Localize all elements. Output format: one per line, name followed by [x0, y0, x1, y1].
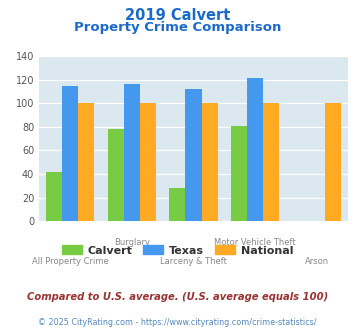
Text: Arson: Arson [305, 257, 329, 266]
Legend: Calvert, Texas, National: Calvert, Texas, National [58, 241, 297, 260]
Bar [247, 79, 263, 221]
Bar [202, 103, 218, 221]
Text: Compared to U.S. average. (U.S. average equals 100): Compared to U.S. average. (U.S. average … [27, 292, 328, 302]
Bar [124, 84, 140, 221]
Bar [185, 89, 202, 221]
Bar [46, 172, 62, 221]
Text: Burglary: Burglary [114, 238, 150, 247]
Bar [78, 103, 94, 221]
Bar [325, 103, 341, 221]
Bar [140, 103, 156, 221]
Text: Motor Vehicle Theft: Motor Vehicle Theft [214, 238, 296, 247]
Text: Property Crime Comparison: Property Crime Comparison [74, 21, 281, 34]
Bar [263, 103, 279, 221]
Text: 2019 Calvert: 2019 Calvert [125, 8, 230, 23]
Bar [231, 126, 247, 221]
Text: All Property Crime: All Property Crime [32, 257, 108, 266]
Bar [108, 129, 124, 221]
Bar [169, 188, 185, 221]
Text: Larceny & Theft: Larceny & Theft [160, 257, 227, 266]
Text: © 2025 CityRating.com - https://www.cityrating.com/crime-statistics/: © 2025 CityRating.com - https://www.city… [38, 318, 317, 327]
Bar [62, 85, 78, 221]
